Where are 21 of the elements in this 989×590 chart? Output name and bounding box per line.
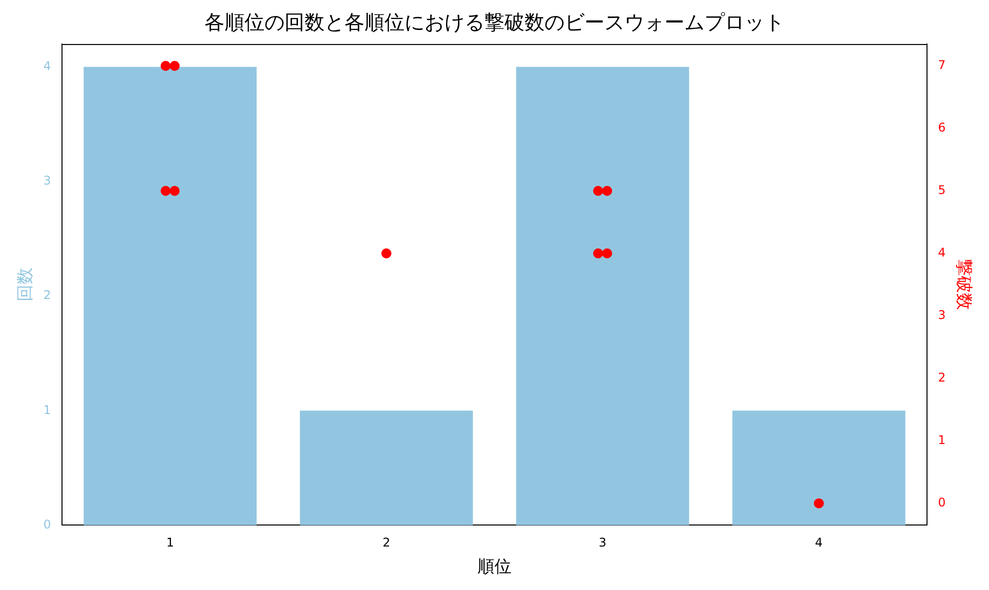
x-tick-label: 4 xyxy=(815,536,823,550)
y-axis-title: 回数 xyxy=(16,268,36,302)
y-tick-label: 2 xyxy=(43,288,52,302)
y2-axis-title: 撃破数 xyxy=(953,259,974,310)
y2-tick-label: 1 xyxy=(938,432,946,447)
y2-tick-label: 2 xyxy=(938,370,946,384)
x-tick-label: 1 xyxy=(166,536,174,550)
x-tick-label: 3 xyxy=(598,536,606,550)
y2-tick-label: 3 xyxy=(938,308,946,322)
y2-tick-label: 7 xyxy=(938,58,946,72)
y2-tick-label: 6 xyxy=(938,120,946,134)
y-tick-label: 0 xyxy=(43,517,52,532)
y2-tick-label: 4 xyxy=(938,245,946,260)
chart-title: 各順位の回数と各順位における撃破数のビースウォームプロット xyxy=(204,10,784,34)
y2-tick-label: 5 xyxy=(938,182,946,197)
y2-tick-label: 0 xyxy=(938,495,946,510)
x-tick-label: 2 xyxy=(382,536,390,550)
x-axis-title: 順位 xyxy=(478,557,512,578)
y-tick-label: 4 xyxy=(43,59,52,74)
y-tick-label: 3 xyxy=(43,174,52,188)
y-tick-label: 1 xyxy=(43,402,52,417)
